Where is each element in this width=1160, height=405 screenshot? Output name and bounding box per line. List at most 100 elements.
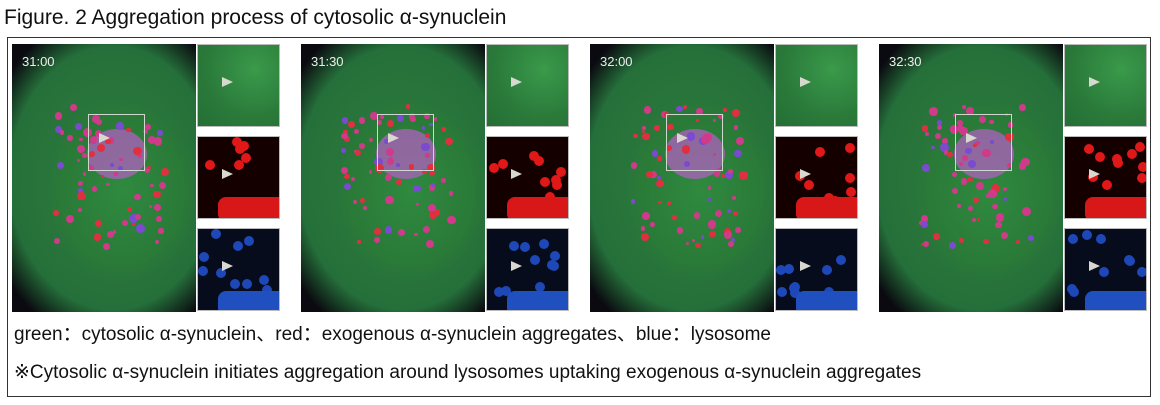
aggregate-spot bbox=[641, 212, 650, 220]
blue-spot bbox=[210, 229, 221, 240]
aggregate-spot bbox=[374, 158, 383, 167]
aggregate-spot bbox=[965, 147, 973, 155]
aggregate-spot bbox=[707, 220, 717, 229]
red-channel-inset bbox=[1064, 136, 1147, 219]
merged-image: 31:00 bbox=[12, 44, 196, 312]
aggregate-spot bbox=[976, 181, 985, 190]
aggregate-spot bbox=[78, 208, 82, 212]
aggregate-spot bbox=[428, 122, 433, 127]
aggregate-spot bbox=[922, 164, 930, 173]
aggregate-spot bbox=[77, 145, 86, 154]
aggregate-spot bbox=[718, 113, 724, 120]
aggregate-spot bbox=[386, 147, 395, 156]
aggregate-spot bbox=[384, 226, 392, 234]
aggregate-spot bbox=[88, 150, 96, 158]
aggregate-spot bbox=[134, 193, 141, 200]
aggregate-spot bbox=[383, 138, 389, 144]
aggregate-spot bbox=[920, 215, 929, 223]
aggregate-spot bbox=[133, 146, 142, 156]
red-spot bbox=[1134, 141, 1145, 152]
blue-spot bbox=[508, 240, 519, 251]
aggregate-spot bbox=[158, 228, 164, 234]
aggregate-spot bbox=[91, 186, 98, 192]
figure-frame bbox=[7, 37, 1151, 397]
aggregate-spot bbox=[160, 167, 170, 177]
aggregate-spot bbox=[683, 161, 690, 168]
aggregate-spot bbox=[957, 119, 963, 126]
aggregate-spot bbox=[427, 242, 432, 247]
aggregate-spot bbox=[961, 105, 966, 110]
aggregate-spot bbox=[147, 136, 156, 145]
aggregate-spot bbox=[134, 213, 141, 220]
red-spot bbox=[794, 171, 805, 182]
blue-spot bbox=[776, 264, 787, 275]
aggregate-spot bbox=[632, 133, 638, 139]
aggregate-spot bbox=[344, 173, 350, 180]
aggregate-spot bbox=[341, 148, 347, 154]
aggregate-spot bbox=[341, 167, 349, 175]
aggregate-spot bbox=[445, 137, 453, 145]
aggregate-spot bbox=[728, 241, 735, 248]
red-channel-inset bbox=[775, 136, 858, 219]
red-spot bbox=[1084, 144, 1095, 155]
aggregate-spot bbox=[137, 153, 143, 159]
red-spot bbox=[1112, 154, 1123, 165]
aggregate-spot bbox=[414, 232, 418, 237]
aggregate-spot bbox=[936, 120, 943, 126]
aggregate-spot bbox=[448, 191, 454, 196]
red-spot bbox=[1136, 173, 1146, 183]
blue-spot bbox=[1098, 266, 1109, 277]
aggregate-spot bbox=[714, 209, 722, 217]
aggregate-spot bbox=[82, 172, 87, 176]
blue-spot bbox=[1069, 287, 1080, 298]
aggregate-spot bbox=[87, 165, 94, 172]
red-spot bbox=[204, 159, 215, 170]
aggregate-spot bbox=[942, 138, 948, 144]
timestamp: 32:30 bbox=[889, 54, 922, 69]
arrowhead-icon bbox=[222, 169, 233, 179]
aggregate-spot bbox=[952, 187, 959, 194]
blue-spot bbox=[259, 275, 270, 286]
red-spot bbox=[845, 173, 856, 184]
aggregate-spot bbox=[646, 170, 654, 178]
aggregate-spot bbox=[976, 217, 981, 221]
aggregate-spot bbox=[395, 162, 400, 168]
arrowhead-icon bbox=[511, 169, 522, 179]
blue-channel-inset bbox=[197, 228, 280, 311]
aggregate-spot bbox=[423, 225, 431, 233]
arrowhead-icon bbox=[677, 133, 688, 143]
aggregate-spot bbox=[686, 132, 696, 141]
red-spot bbox=[1094, 151, 1105, 162]
aggregate-spot bbox=[649, 222, 655, 227]
aggregate-spot bbox=[972, 143, 977, 148]
red-spot bbox=[240, 153, 251, 164]
aggregate-spot bbox=[93, 233, 102, 241]
aggregate-spot bbox=[355, 149, 362, 156]
aggregate-spot bbox=[65, 215, 75, 224]
red-spot bbox=[845, 186, 856, 197]
aggregate-spot bbox=[59, 130, 65, 135]
aggregate-spot bbox=[348, 121, 356, 129]
aggregate-spot bbox=[734, 150, 742, 158]
aggregate-spot bbox=[94, 219, 103, 228]
aggregate-spot bbox=[100, 174, 105, 179]
blue-spot bbox=[1082, 229, 1093, 240]
aggregate-spot bbox=[681, 144, 691, 154]
blue-spot bbox=[1095, 234, 1106, 245]
red-spot bbox=[551, 174, 562, 185]
aggregate-spot bbox=[76, 158, 80, 162]
aggregate-spot bbox=[641, 126, 646, 130]
aggregate-spot bbox=[377, 119, 383, 125]
merged-image: 32:30 bbox=[879, 44, 1063, 312]
blue-spot bbox=[494, 287, 505, 298]
aggregate-spot bbox=[683, 105, 688, 110]
aggregate-spot bbox=[94, 129, 102, 137]
aggregate-spot bbox=[982, 148, 991, 158]
aggregate-spot bbox=[79, 138, 83, 142]
aggregate-spot bbox=[421, 142, 431, 152]
red-spot bbox=[488, 162, 499, 173]
merged-image: 32:00 bbox=[590, 44, 774, 312]
aggregate-spot bbox=[952, 172, 957, 178]
aggregate-spot bbox=[153, 137, 163, 146]
aggregate-spot bbox=[714, 170, 721, 177]
